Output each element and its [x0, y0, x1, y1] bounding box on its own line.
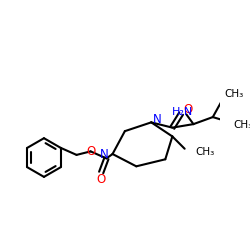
- Text: CH₃: CH₃: [195, 147, 214, 157]
- Text: CH₃: CH₃: [233, 120, 250, 130]
- Text: H₂N: H₂N: [172, 107, 194, 117]
- Text: N: N: [153, 113, 162, 126]
- Text: N: N: [100, 148, 109, 160]
- Text: O: O: [86, 145, 95, 158]
- Text: O: O: [96, 173, 106, 186]
- Text: O: O: [184, 103, 193, 116]
- Text: CH₃: CH₃: [224, 89, 244, 99]
